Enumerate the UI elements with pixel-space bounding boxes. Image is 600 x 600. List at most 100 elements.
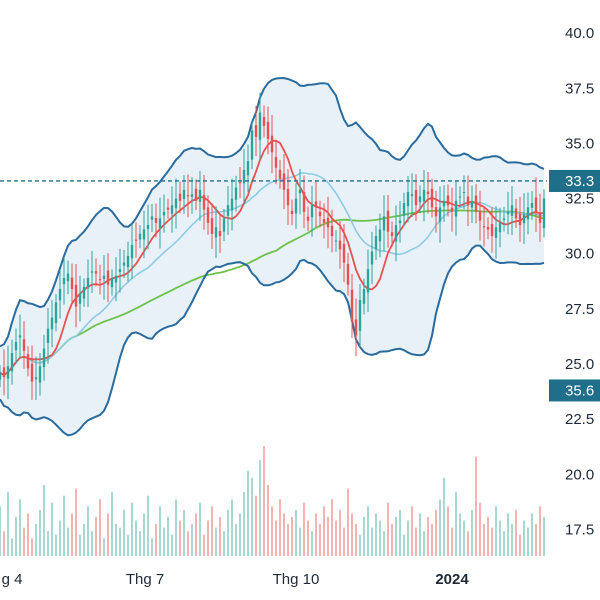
candle-body bbox=[390, 232, 394, 237]
volume-bar bbox=[167, 516, 169, 556]
candle-body bbox=[2, 367, 6, 378]
volume-bar bbox=[67, 527, 69, 556]
volume-bar bbox=[251, 477, 253, 556]
candle-body bbox=[446, 195, 450, 206]
volume-bar bbox=[303, 502, 305, 556]
volume-bar bbox=[331, 499, 333, 556]
candlestick bbox=[470, 185, 474, 224]
candle-body bbox=[502, 218, 506, 220]
candle-body bbox=[386, 210, 390, 232]
candlestick bbox=[186, 174, 190, 218]
volume-bar bbox=[359, 534, 361, 556]
volume-bar bbox=[199, 502, 201, 556]
candle-body bbox=[194, 188, 198, 201]
volume-bar bbox=[95, 516, 97, 556]
candle-body bbox=[266, 121, 270, 140]
price-badges: 33.3 35.6 bbox=[549, 169, 600, 402]
candlestick bbox=[306, 206, 310, 231]
candlestick bbox=[270, 114, 274, 174]
candlestick bbox=[226, 186, 230, 235]
volume-bar bbox=[175, 499, 177, 556]
candlestick bbox=[330, 209, 334, 253]
y-tick-label: 22.5 bbox=[565, 411, 594, 428]
volume-bar bbox=[255, 495, 257, 556]
candlestick bbox=[262, 105, 266, 138]
candle-body bbox=[286, 189, 290, 206]
candlestick bbox=[0, 365, 2, 388]
volume-bar bbox=[63, 495, 65, 556]
y-axis: 40.0 37.5 35.0 32.5 30.0 27.5 25.0 22.5 20.0 17.5 bbox=[565, 25, 594, 538]
candle-body bbox=[102, 275, 106, 280]
candle-body bbox=[466, 196, 470, 206]
bollinger-band-fill bbox=[0, 78, 544, 436]
volume-bar bbox=[143, 513, 145, 556]
candlestick bbox=[138, 225, 142, 249]
candle-body bbox=[62, 278, 66, 285]
candle-body bbox=[478, 210, 482, 221]
candle-body bbox=[374, 236, 378, 250]
candle-body bbox=[278, 169, 282, 179]
candle-body bbox=[182, 189, 186, 199]
bollinger-lower-line bbox=[0, 244, 545, 437]
volume-bar bbox=[271, 506, 273, 556]
candlestick bbox=[130, 224, 134, 280]
volume-bar bbox=[363, 516, 365, 556]
y-tick-label: 40.0 bbox=[565, 25, 594, 42]
candle-body bbox=[506, 211, 510, 215]
volume-bar bbox=[151, 538, 153, 556]
volume-bar bbox=[19, 499, 21, 556]
candlestick bbox=[358, 283, 362, 347]
volume-bar bbox=[139, 531, 141, 556]
candle-body bbox=[70, 277, 74, 290]
candlestick bbox=[362, 278, 366, 315]
candle-body bbox=[494, 227, 498, 238]
volume-bar bbox=[431, 524, 433, 556]
candlestick bbox=[414, 174, 418, 221]
candlestick bbox=[286, 169, 290, 226]
candlestick bbox=[110, 269, 114, 296]
volume-bar bbox=[159, 506, 161, 556]
candlestick bbox=[410, 173, 414, 218]
candlestick bbox=[490, 207, 494, 253]
y-tick-label: 30.0 bbox=[565, 246, 594, 263]
volume-bar bbox=[323, 506, 325, 556]
candlestick bbox=[526, 192, 530, 235]
volume-bar bbox=[459, 513, 461, 556]
candlestick bbox=[122, 250, 126, 279]
volume-bar bbox=[347, 488, 349, 556]
candlestick bbox=[426, 172, 430, 214]
volume-bar bbox=[495, 506, 497, 556]
volume-bar bbox=[287, 524, 289, 556]
volume-bar bbox=[31, 538, 33, 556]
candle-body bbox=[86, 278, 90, 289]
candle-body bbox=[310, 205, 314, 218]
volume-bar bbox=[47, 531, 49, 556]
candle-body bbox=[330, 225, 334, 237]
candlestick bbox=[114, 257, 118, 302]
candlestick bbox=[82, 278, 86, 307]
candlestick bbox=[22, 321, 26, 369]
volume-bar bbox=[467, 531, 469, 556]
candle-body bbox=[526, 207, 530, 220]
candlestick bbox=[50, 299, 54, 348]
volume-bar bbox=[383, 531, 385, 556]
volume-bar bbox=[171, 534, 173, 556]
candle-body bbox=[370, 251, 374, 265]
volume-bar bbox=[491, 527, 493, 556]
candlestick bbox=[378, 213, 382, 258]
volume-bar bbox=[299, 527, 301, 556]
candlestick bbox=[298, 168, 302, 215]
candlestick bbox=[214, 206, 218, 259]
volume-bar bbox=[355, 524, 357, 556]
volume-bar bbox=[471, 509, 473, 556]
candlestick bbox=[98, 264, 102, 295]
candlestick bbox=[274, 140, 278, 185]
candlestick bbox=[6, 345, 10, 400]
candlestick bbox=[394, 205, 398, 262]
candle-body bbox=[110, 278, 114, 288]
volume-bar bbox=[115, 524, 117, 556]
volume-bar bbox=[103, 538, 105, 556]
candle-body bbox=[322, 219, 326, 223]
candle-body bbox=[366, 269, 370, 293]
candlestick bbox=[78, 275, 82, 322]
